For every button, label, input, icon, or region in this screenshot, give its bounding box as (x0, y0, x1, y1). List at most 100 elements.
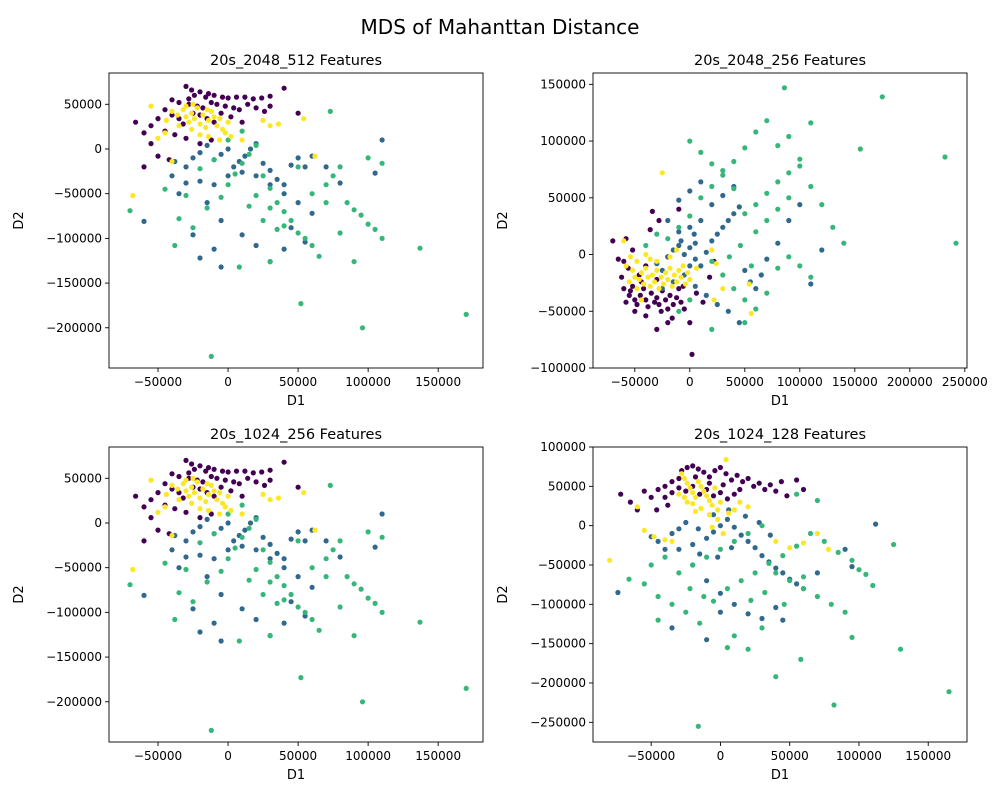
scatter-point-blue (190, 606, 196, 612)
scatter-point-yellow (162, 130, 168, 136)
scatter-point-blue (736, 204, 742, 210)
scatter-point-purple (717, 490, 724, 496)
scatter-point-green (786, 195, 792, 201)
scatter-point-yellow (214, 123, 220, 129)
scatter-point-green (211, 157, 217, 163)
scatter-point-green (172, 242, 178, 249)
x-tick-label: 50000 (771, 749, 809, 763)
scatter-point-blue (724, 516, 731, 523)
scatter-point-purple (228, 488, 234, 494)
scatter-point-blue (775, 240, 781, 246)
scatter-point-yellow (197, 495, 203, 501)
scatter-point-green (344, 200, 350, 206)
scatter-point-yellow (685, 270, 691, 276)
scatter-point-yellow (706, 512, 713, 518)
scatter-point-blue (281, 620, 287, 626)
scatter-point-blue (728, 545, 735, 551)
scatter-point-purple (191, 92, 197, 98)
scatter-point-blue (239, 543, 245, 549)
scatter-point-yellow (676, 267, 682, 273)
scatter-point-yellow (745, 504, 751, 510)
scatter-point-green (225, 556, 231, 562)
scatter-point-blue (302, 239, 308, 245)
scatter-point-green (176, 216, 182, 222)
scatter-point-green (208, 353, 214, 359)
scatter-point-yellow (638, 297, 645, 303)
scatter-point-purple (169, 471, 175, 477)
scatter-point-purple (740, 479, 746, 485)
scatter-point-green (891, 541, 897, 548)
scatter-point-purple (250, 470, 256, 476)
scatter-point-green (232, 545, 238, 551)
scatter-point-green (773, 674, 779, 680)
scatter-point-blue (225, 520, 231, 526)
scatter-point-blue (692, 256, 698, 262)
scatter-point-purple (169, 97, 175, 103)
scatter-point-blue (295, 200, 301, 206)
scatter-point-blue (204, 142, 210, 148)
scatter-point-yellow (656, 286, 662, 292)
scatter-point-blue (295, 574, 301, 580)
scatter-point-purple (208, 473, 214, 480)
scatter-point-green (323, 200, 329, 206)
scatter-point-purple (723, 471, 729, 477)
scatter-point-green (463, 311, 469, 317)
scatter-point-yellow (669, 283, 675, 289)
scatter-point-green (288, 217, 294, 224)
subplot-title: 20s_2048_512 Features (210, 53, 382, 69)
scatter-point-blue (274, 550, 280, 557)
scatter-point-yellow (711, 297, 717, 303)
scatter-point-green (253, 566, 259, 573)
scatter-point-purple (214, 475, 220, 481)
scatter-point-blue (736, 320, 742, 326)
scatter-point-blue (752, 545, 758, 551)
scatter-point-green (697, 620, 703, 626)
scatter-point-yellow (679, 471, 685, 477)
scatter-point-blue (239, 169, 245, 175)
scatter-point-green (295, 604, 301, 610)
scatter-point-green (698, 149, 704, 155)
y-tick-label: 100000 (540, 134, 586, 148)
scatter-point-purple (141, 538, 147, 544)
scatter-point-green (197, 166, 203, 172)
scatter-point-yellow (665, 276, 671, 283)
scatter-point-purple (236, 107, 242, 113)
scatter-point-green (190, 225, 196, 231)
scatter-point-blue (267, 541, 273, 548)
scatter-point-blue (169, 547, 175, 553)
scatter-point-purple (634, 301, 640, 308)
scatter-point-purple (773, 488, 779, 494)
scatter-point-yellow (186, 493, 192, 499)
scatter-point-purple (655, 486, 661, 493)
scatter-point-green (726, 254, 733, 260)
scatter-point-yellow (720, 286, 726, 292)
scatter-point-purple (253, 105, 259, 111)
scatter-point-green (359, 325, 366, 331)
scatter-point-blue (253, 173, 259, 179)
scatter-point-yellow (204, 107, 210, 113)
scatter-point-purple (717, 464, 724, 471)
scatter-point-green (302, 609, 308, 616)
scatter-point-purple (665, 306, 671, 312)
scatter-point-purple (669, 479, 675, 485)
y-tick-label: 150000 (540, 77, 586, 91)
scatter-point-green (351, 259, 357, 265)
scatter-point-green (773, 570, 779, 576)
scatter-point-yellow (183, 477, 189, 483)
scatter-point-purple (233, 94, 240, 100)
scatter-point-purple (767, 482, 773, 488)
scatter-point-blue (197, 524, 203, 530)
scatter-point-yellow (717, 499, 724, 505)
scatter-point-green (337, 230, 343, 236)
scatter-point-purple (762, 486, 768, 493)
y-tick-label: 0 (94, 142, 102, 156)
scatter-point-yellow (654, 258, 660, 264)
scatter-point-yellow (191, 116, 197, 122)
scatter-point-green (295, 230, 301, 236)
scatter-point-yellow (667, 265, 673, 271)
scatter-point-green (379, 235, 385, 241)
y-tick-label: 0 (94, 516, 102, 530)
scatter-point-purple (155, 527, 161, 533)
scatter-point-green (267, 633, 273, 639)
scatter-point-green (720, 168, 726, 174)
